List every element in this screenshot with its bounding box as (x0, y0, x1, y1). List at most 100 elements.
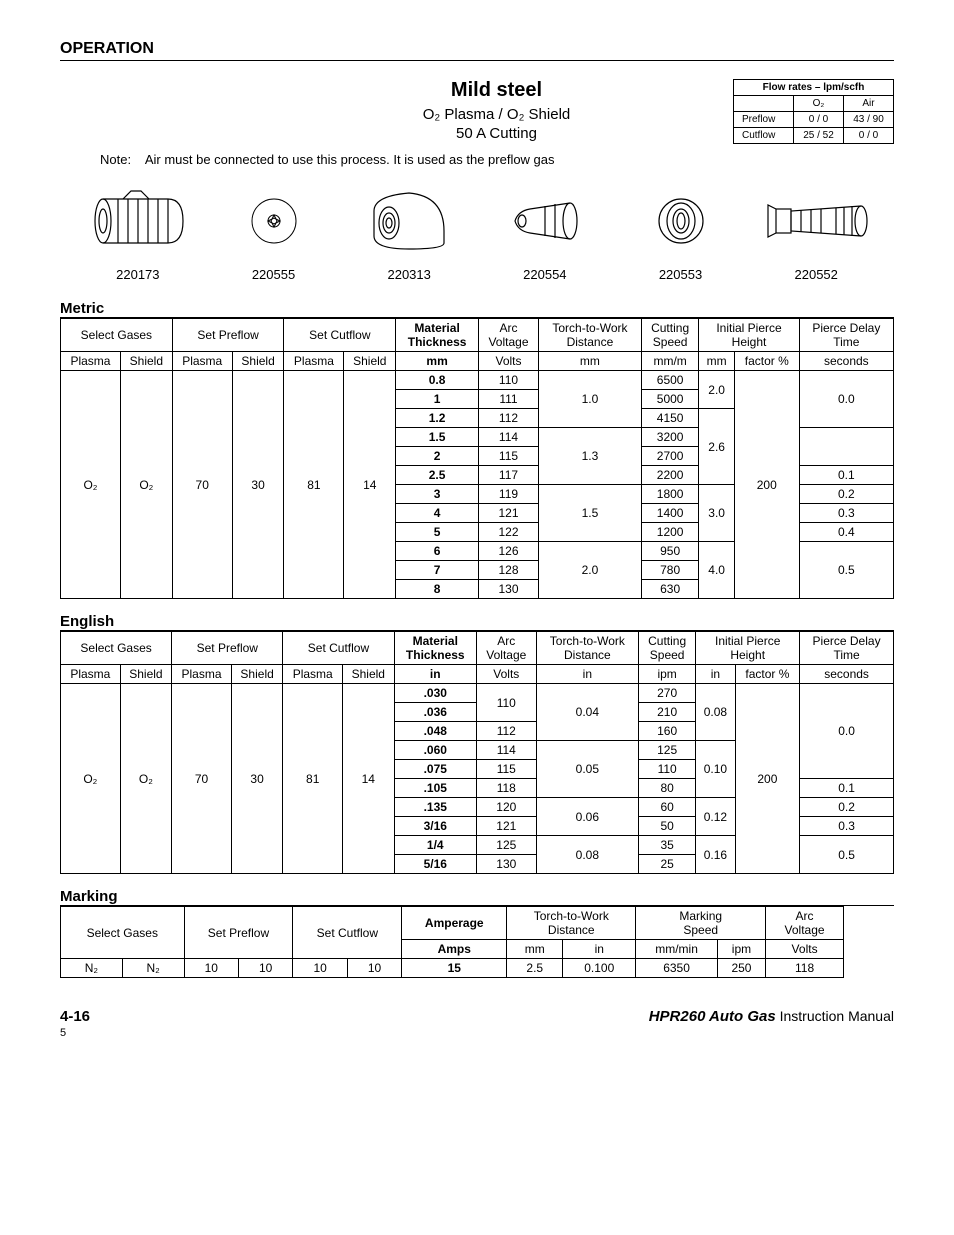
cell-speed: 5000 (641, 390, 699, 409)
footer-small: 5 (60, 1027, 90, 1039)
th-in: in (696, 665, 735, 684)
th-shield: Shield (120, 352, 172, 371)
part-number: 220553 (613, 267, 749, 282)
cell-thick: .135 (394, 798, 476, 817)
th-plasma: Plasma (283, 665, 343, 684)
manual-suffix: Instruction Manual (776, 1008, 894, 1024)
th-arc-voltage: ArcVoltage (479, 319, 539, 352)
th-shield: Shield (120, 665, 172, 684)
th-material-thickness: MaterialThickness (396, 319, 479, 352)
cell-cut-s: 10 (347, 959, 401, 978)
cell-volts: 122 (479, 523, 539, 542)
cell-delay: 0.3 (799, 504, 893, 523)
flow-col-o2: O₂ (794, 96, 844, 112)
cell-volts: 126 (479, 542, 539, 561)
th-mm: mm (699, 352, 734, 371)
flow-col-air: Air (844, 96, 894, 112)
th-material-thickness: MaterialThickness (394, 632, 476, 665)
cell-volts: 115 (476, 760, 536, 779)
th-torch-work: Torch-to-WorkDistance (536, 632, 638, 665)
cell-volts: 111 (479, 390, 539, 409)
part-number: 220554 (477, 267, 613, 282)
flow-header: Flow rates – lpm/scfh (734, 80, 894, 96)
cell-delay: 0.4 (799, 523, 893, 542)
cell-ttw: 0.06 (536, 798, 638, 836)
section-header: OPERATION (60, 40, 894, 61)
th-seconds: seconds (800, 665, 894, 684)
cell-speed: 270 (639, 684, 696, 703)
th-in: in (394, 665, 476, 684)
cell-ttw: 1.5 (538, 485, 641, 542)
cell-pierce-h: 3.0 (699, 485, 734, 542)
th-shield: Shield (231, 665, 283, 684)
cell-thick: 2.5 (396, 466, 479, 485)
th-set-preflow: Set Preflow (172, 319, 284, 352)
cell-volts: 130 (476, 855, 536, 874)
part-icon-5 (641, 181, 721, 261)
th-plasma: Plasma (61, 352, 121, 371)
cell-ttw: 0.08 (536, 836, 638, 874)
cell-thick: .105 (394, 779, 476, 798)
th-mm: mm (507, 940, 563, 959)
cell-volts: 117 (479, 466, 539, 485)
cell-cutflow-shield: 14 (343, 684, 395, 874)
cell-ttw-in: 0.100 (563, 959, 636, 978)
cell-factor: 200 (734, 371, 799, 599)
th-amps: Amps (402, 940, 507, 959)
th-set-preflow: Set Preflow (184, 907, 293, 959)
cell-thick: 1 (396, 390, 479, 409)
cell-gas-shield: O₂ (120, 371, 172, 599)
cell-thick: .030 (394, 684, 476, 703)
cell-delay: 0.0 (799, 371, 893, 428)
cell-volts: 121 (479, 504, 539, 523)
cell-thick: .036 (394, 703, 476, 722)
cell-volts: 112 (479, 409, 539, 428)
cell-pierce-h: 0.10 (696, 741, 735, 798)
cell-delay: 0.2 (800, 798, 894, 817)
cell-amps: 15 (402, 959, 507, 978)
cell-ttw: 0.04 (536, 684, 638, 741)
th-marking-speed: MarkingSpeed (636, 907, 766, 940)
page-number: 4-16 (60, 1008, 90, 1025)
cell-preflow-plasma: 70 (172, 371, 232, 599)
cell-thick: .048 (394, 722, 476, 741)
cell-speed: 6500 (641, 371, 699, 390)
th-in: in (563, 940, 636, 959)
flow-cutflow-air: 0 / 0 (844, 128, 894, 144)
cell-thick: 8 (396, 580, 479, 599)
cell-cutflow-plasma: 81 (284, 371, 344, 599)
th-arc-voltage: ArcVoltage (766, 907, 844, 940)
th-volts: Volts (766, 940, 844, 959)
part-icon-3 (359, 181, 459, 261)
th-set-cutflow: Set Cutflow (283, 632, 394, 665)
cell-volts: 128 (479, 561, 539, 580)
part-icon-2 (239, 181, 309, 261)
cell-thick: 1.2 (396, 409, 479, 428)
cell-delay: 0.1 (799, 466, 893, 485)
cell-gas-s: N₂ (122, 959, 184, 978)
cell-thick: 0.8 (396, 371, 479, 390)
th-factor: factor % (735, 665, 800, 684)
cell-speed: 4150 (641, 409, 699, 428)
cell-pre-s: 10 (238, 959, 292, 978)
manual-name: HPR260 Auto Gas (649, 1008, 776, 1025)
part-icon-4 (500, 181, 590, 261)
th-set-cutflow: Set Cutflow (293, 907, 402, 959)
cell-ttw-mm: 2.5 (507, 959, 563, 978)
cell-pierce-h: 0.16 (696, 836, 735, 874)
th-mm: mm (396, 352, 479, 371)
cell-gas-plasma: O₂ (61, 684, 121, 874)
cell-volts: 112 (476, 722, 536, 741)
th-select-gases: Select Gases (61, 907, 185, 959)
note-text: Air must be connected to use this proces… (145, 152, 555, 167)
cell-delay: 0.1 (800, 779, 894, 798)
marking-heading: Marking (60, 888, 894, 906)
cell-speed: 1400 (641, 504, 699, 523)
cell-thick: 5/16 (394, 855, 476, 874)
parts-row: 220173 220555 220313 220554 220553 (60, 181, 894, 282)
cell-gas-shield: O₂ (120, 684, 172, 874)
th-plasma: Plasma (172, 665, 232, 684)
flow-preflow-air: 43 / 90 (844, 112, 894, 128)
cell-pierce-h: 0.12 (696, 798, 735, 836)
cell-speed: 1200 (641, 523, 699, 542)
